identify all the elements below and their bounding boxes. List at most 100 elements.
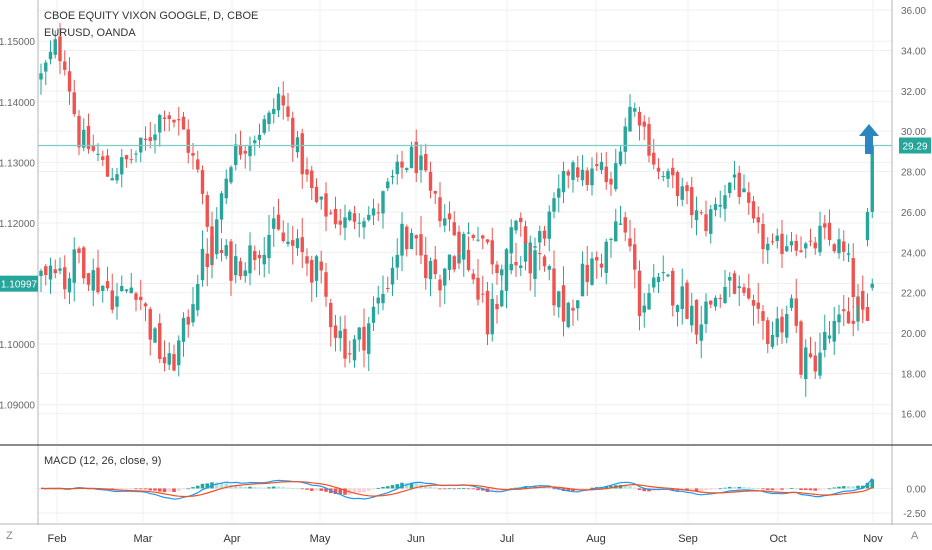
eurusd-candle-body	[300, 133, 304, 175]
eurusd-candle-body	[804, 243, 808, 249]
macd-hist-bar	[224, 483, 229, 489]
vix-candle-body	[53, 269, 57, 274]
vix-candle-body	[405, 226, 409, 250]
eurusd-candle-body	[343, 217, 347, 228]
macd-hist-bar	[708, 488, 713, 490]
eurusd-candle-body	[438, 197, 442, 222]
eurusd-candle-body	[262, 119, 266, 133]
vix-candle-body	[823, 331, 827, 351]
eurusd-candle-body	[96, 153, 100, 155]
vix-candle-body	[82, 247, 86, 279]
eurusd-candle-body	[633, 108, 637, 112]
x-tick-label: Nov	[863, 533, 883, 545]
vix-candle-body	[267, 234, 271, 259]
eurusd-candle-body	[770, 241, 775, 243]
macd-hist-bar	[476, 488, 480, 491]
x-tick-label: Aug	[586, 533, 606, 545]
vix-candle-body	[865, 211, 870, 241]
eurusd-candle-body	[604, 166, 608, 183]
macd-hist-bar	[761, 488, 765, 490]
macd-hist-bar	[471, 488, 476, 490]
vix-candle-body	[63, 267, 67, 290]
vix-candle-body	[314, 256, 319, 281]
macd-hist-bar	[799, 488, 803, 491]
eurusd-candle-body	[205, 195, 209, 227]
macd-hist-bar	[713, 488, 718, 490]
macd-hist-bar	[756, 488, 761, 490]
macd-hist-bar	[409, 482, 414, 489]
vix-candle-body	[86, 273, 91, 285]
macd-hist-bar	[362, 488, 366, 493]
macd-hist-bar	[338, 488, 343, 495]
x-tick-label: Oct	[769, 533, 786, 545]
eurusd-candle-body	[685, 185, 689, 192]
up-arrow-marker	[859, 124, 879, 154]
eurusd-candle-body	[191, 152, 195, 156]
macd-hist-bar	[290, 488, 295, 490]
vix-candle-body	[542, 256, 547, 267]
eurusd-candle-body	[443, 218, 447, 226]
macd-hist-bar	[157, 488, 162, 492]
macd-hist-bar	[366, 488, 371, 491]
eurusd-candle-body	[699, 212, 703, 214]
signal-line	[40, 481, 873, 498]
macd-hist-bar	[214, 482, 219, 489]
macd-hist-bar	[523, 486, 528, 489]
macd-hist-bar	[480, 488, 485, 491]
macd-hist-bar	[124, 488, 129, 490]
eurusd-candle-body	[63, 61, 67, 70]
eurusd-candle-body	[44, 62, 48, 72]
vix-candle-body	[656, 276, 661, 283]
vix-candle-body	[376, 297, 380, 304]
macd-hist-bar	[119, 488, 124, 490]
macd-hist-bar	[789, 488, 794, 489]
vix-candle-body	[362, 326, 366, 351]
vix-candle-body	[533, 250, 537, 280]
vix-candle-body	[343, 328, 347, 359]
eurusd-candle-body	[48, 51, 53, 60]
eurusd-candle-body	[186, 129, 190, 153]
macd-hist-bar	[428, 486, 433, 489]
macd-hist-bar	[628, 486, 632, 489]
vix-candle-body	[120, 285, 124, 292]
eurusd-candle-body	[827, 222, 832, 241]
eurusd-candle-body	[533, 246, 537, 248]
overlay-series-title[interactable]: EURUSD, OANDA	[44, 27, 136, 39]
macd-hist-bar	[176, 488, 181, 491]
vix-candle-body	[671, 270, 675, 306]
eurusd-candle-body	[861, 303, 865, 310]
eurusd-candle-body	[310, 170, 314, 189]
y-left-tick-label: 1.10000	[0, 340, 35, 351]
macd-hist-bar	[248, 486, 252, 489]
vix-candle-body	[414, 235, 418, 239]
vix-candle-body	[219, 249, 224, 254]
vix-candle-body	[519, 265, 523, 268]
vix-candle-body	[680, 286, 684, 310]
main-series-title[interactable]: CBOE EQUITY VIXON GOOGLE, D, CBOE	[44, 10, 259, 22]
vix-candles	[39, 139, 874, 397]
vix-candle-body	[713, 297, 718, 307]
macd-hist-bar	[642, 488, 647, 492]
vix-candle-body	[552, 268, 556, 306]
vix-candle-body	[58, 268, 62, 271]
macd-title[interactable]: MACD (12, 26, close, 9)	[44, 455, 162, 467]
macd-hist-bar	[276, 486, 281, 489]
eurusd-candle-body	[766, 243, 770, 251]
eurusd-candle-body	[91, 145, 95, 151]
eurusd-candle-body	[509, 227, 513, 254]
eurusd-candle-body	[661, 176, 665, 178]
eurusd-candle-body	[229, 167, 233, 183]
eurusd-candle-body	[713, 204, 718, 211]
macd-hist-bar	[851, 486, 856, 489]
macd-hist-bar	[219, 482, 224, 489]
vix-candle-body	[352, 339, 357, 361]
eurusd-candle-body	[390, 175, 395, 178]
macd-hist-bar	[780, 488, 784, 490]
zoom-corner-label[interactable]: Z	[6, 530, 13, 542]
eurusd-candle-body	[538, 231, 542, 243]
macd-hist-bar	[233, 485, 238, 489]
eurusd-candle-body	[167, 115, 171, 120]
auto-scale-button[interactable]: A	[911, 530, 919, 542]
macd-hist-bar	[813, 488, 818, 491]
vix-candle-body	[205, 253, 209, 268]
